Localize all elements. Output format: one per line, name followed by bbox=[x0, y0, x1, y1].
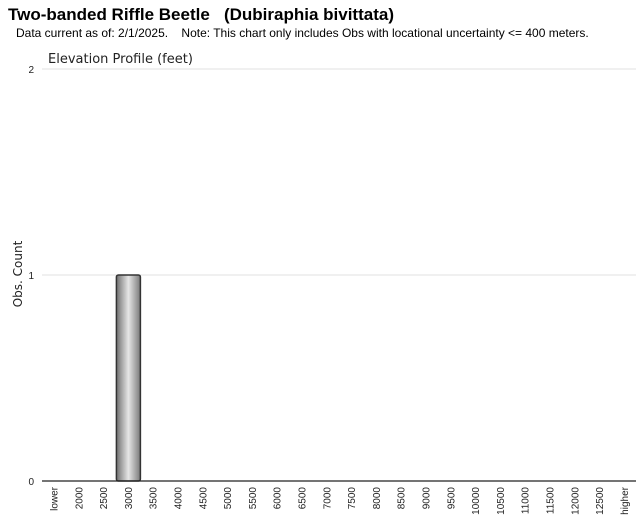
x-tick-label: 10000 bbox=[471, 487, 482, 515]
x-tick-labels: lower 2000 2500 3000 3500 4000 4500 5000 5500 600… bbox=[50, 486, 631, 514]
x-tick-label: 6500 bbox=[298, 487, 309, 510]
x-tick-label: 8500 bbox=[397, 487, 408, 510]
y-tick-labels: 0 1 2 bbox=[28, 65, 34, 488]
x-tick-label: 12500 bbox=[595, 487, 606, 515]
x-tick-label: 2000 bbox=[74, 487, 85, 510]
y-tick-label: 0 bbox=[28, 477, 34, 488]
y-tick-label: 2 bbox=[28, 65, 34, 76]
x-tick-label: 2500 bbox=[99, 487, 110, 510]
x-tick-label: 4000 bbox=[174, 487, 185, 510]
x-tick-label: lower bbox=[50, 486, 61, 511]
x-tick-label: 8000 bbox=[372, 487, 383, 510]
y-axis-label: Obs. Count bbox=[11, 240, 25, 307]
grid-lines bbox=[42, 68, 636, 276]
page-subtitle: Data current as of: 2/1/2025. Note: This… bbox=[16, 26, 589, 40]
x-tick-label: 9500 bbox=[446, 487, 457, 510]
x-tick-label: 4500 bbox=[198, 487, 209, 510]
y-tick-label: 1 bbox=[28, 271, 34, 282]
bars bbox=[115, 274, 142, 482]
x-tick-label: 7000 bbox=[322, 487, 333, 510]
x-tick-label: 7500 bbox=[347, 487, 358, 510]
x-tick-label: 9000 bbox=[422, 487, 433, 510]
x-tick-label: 3000 bbox=[124, 487, 135, 510]
x-tick-label: 10500 bbox=[496, 487, 507, 515]
page-title: Two-banded Riffle Beetle (Dubiraphia biv… bbox=[8, 5, 394, 24]
x-tick-label: higher bbox=[620, 486, 631, 514]
x-tick-label: 11000 bbox=[521, 487, 532, 515]
x-tick-label: 5500 bbox=[248, 487, 259, 510]
x-tick-label: 11500 bbox=[546, 487, 557, 515]
x-tick-label: 3500 bbox=[149, 487, 160, 510]
x-tick-label: 12000 bbox=[570, 487, 581, 515]
chart-title: Elevation Profile (feet) bbox=[48, 52, 193, 67]
x-tick-label: 6000 bbox=[273, 487, 284, 510]
bar-3000 bbox=[115, 274, 142, 482]
x-tick-label: 5000 bbox=[223, 487, 234, 510]
